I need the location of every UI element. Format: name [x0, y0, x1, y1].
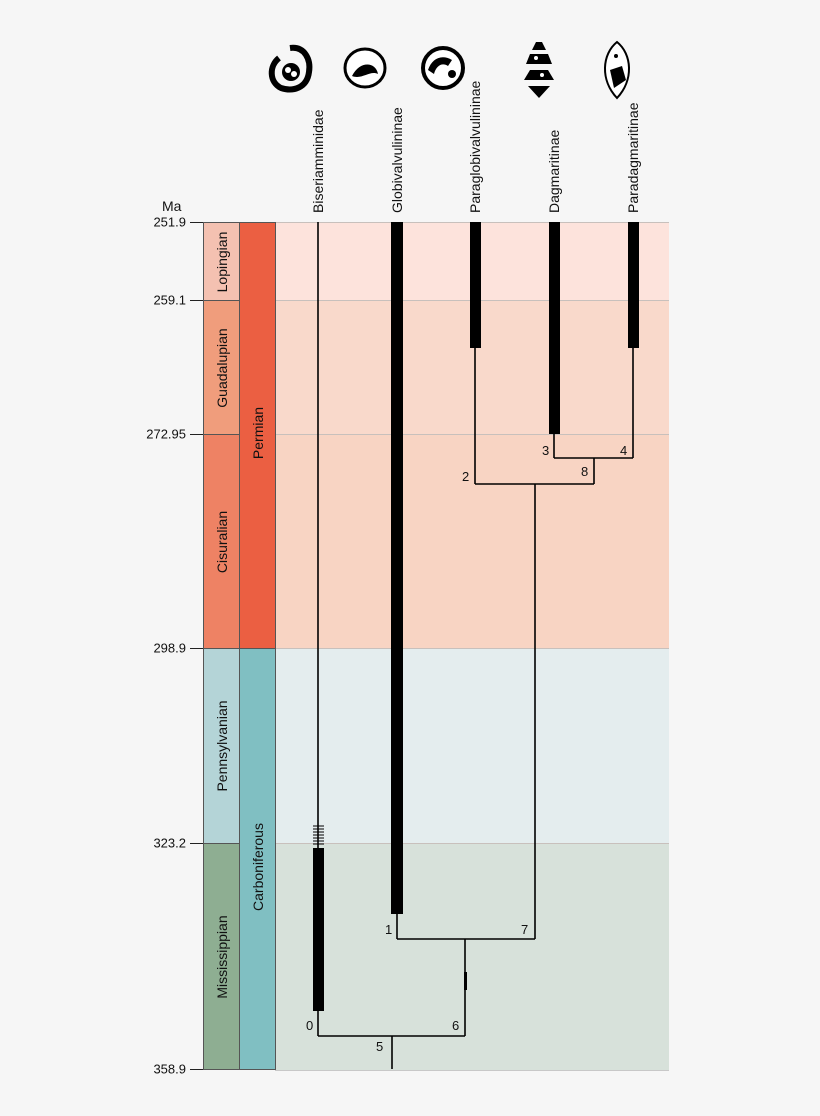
taxon-label: Paraglobivalvulininae [467, 80, 483, 213]
tick-label: 298.9 [153, 640, 186, 656]
taxon-label: Paradagmaritinae [625, 102, 641, 213]
paraglobivalvulinid-fossil-icon [421, 46, 465, 90]
range-globivalvulininae [391, 222, 403, 914]
node-label: 1 [385, 922, 393, 937]
tick [190, 648, 203, 649]
period-carboniferous: Carboniferous [239, 648, 276, 1070]
range-dagmaritinae [549, 222, 560, 434]
taxon-label: Globivalvulininae [389, 107, 405, 213]
axis-unit: Ma [162, 198, 182, 214]
tick-label: 323.2 [153, 835, 186, 851]
range-biseriamminidae [313, 848, 324, 1011]
period-permian: Permian [239, 222, 276, 649]
tick [190, 1069, 203, 1070]
taxon-label: Biseriamminidae [310, 109, 326, 213]
band-pennsylvanian [275, 648, 669, 844]
node-label: 0 [306, 1018, 314, 1033]
node-label: 8 [581, 464, 589, 479]
tick-label: 251.9 [153, 214, 186, 230]
tick [190, 222, 203, 223]
paradagmaritinid-fossil-icon [604, 40, 630, 100]
tick-label: 259.1 [153, 292, 186, 308]
tick [190, 434, 203, 435]
node-label: 6 [452, 1018, 460, 1033]
tick-label: 358.9 [153, 1061, 186, 1077]
tick [190, 300, 203, 301]
node-label: 4 [620, 443, 628, 458]
biseriamminid-fossil-icon [268, 44, 313, 93]
globivalvulinid-fossil-icon [343, 47, 387, 89]
node-label: 3 [542, 443, 550, 458]
taxon-label: Dagmaritinae [546, 129, 562, 213]
band-cisuralian [275, 434, 669, 649]
node-label: 7 [521, 922, 529, 937]
band-mississippian [275, 843, 669, 1071]
node-label: 5 [376, 1039, 384, 1054]
uncertain-range-hatch [313, 825, 324, 845]
node-label: 2 [462, 469, 470, 484]
tick-label: 272.95 [146, 426, 186, 442]
epoch-cisuralian: Cisuralian [203, 434, 240, 649]
epoch-lopingian: Lopingian [203, 222, 240, 301]
range-paradagmaritinae [628, 222, 639, 348]
range-stem-6 [464, 972, 467, 990]
tick [190, 843, 203, 844]
range-paraglobivalvulininae [470, 222, 481, 348]
dagmaritinid-fossil-icon [524, 42, 554, 98]
